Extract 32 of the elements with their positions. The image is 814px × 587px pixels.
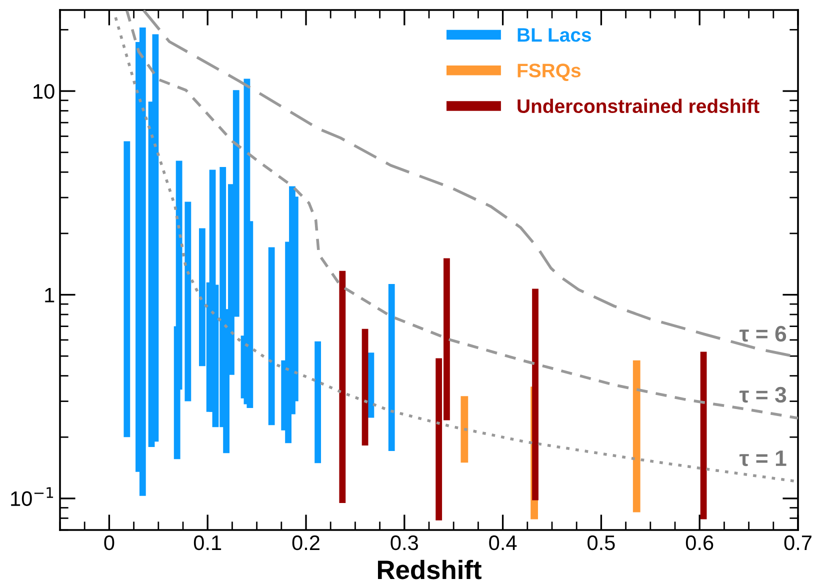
bar: [268, 247, 275, 426]
series-label: τ = 3: [739, 386, 786, 403]
series-label: τ = 6: [739, 326, 786, 342]
x-tick-label: 0: [104, 535, 114, 550]
x-tick-label: 0.5: [588, 535, 615, 550]
series-label: τ = 1: [739, 450, 786, 466]
bar: [124, 141, 130, 438]
y-tick-label: 10: [34, 84, 54, 99]
y-tick-label: 1: [45, 288, 54, 302]
text: FSRQs: [518, 64, 581, 82]
bar: [388, 284, 395, 451]
bar: [139, 28, 146, 496]
bar: [339, 270, 346, 503]
bar: [460, 396, 468, 463]
x-tick-label: 0.4: [489, 535, 517, 550]
x-axis-title: Redshift: [378, 560, 482, 580]
bar: [368, 352, 374, 418]
x-tick-label: 0.2: [292, 535, 320, 550]
bar: [532, 288, 538, 500]
y-tick-label: 10$^{−1}$: [11, 487, 54, 506]
bar: [314, 341, 322, 464]
text: BL Lacs: [518, 28, 592, 42]
bar: [362, 328, 368, 446]
x-tick-label: 0.1: [194, 535, 222, 550]
bar: [700, 352, 707, 520]
x-tick-label: 0.7: [784, 535, 812, 550]
bar: [632, 360, 640, 512]
x-tick-label: 0.6: [686, 535, 714, 550]
x-tick-label: 0.3: [390, 535, 418, 550]
line-series: [126, 10, 798, 420]
text: Underconstrained redshift: [518, 98, 760, 114]
bar: [184, 202, 192, 402]
